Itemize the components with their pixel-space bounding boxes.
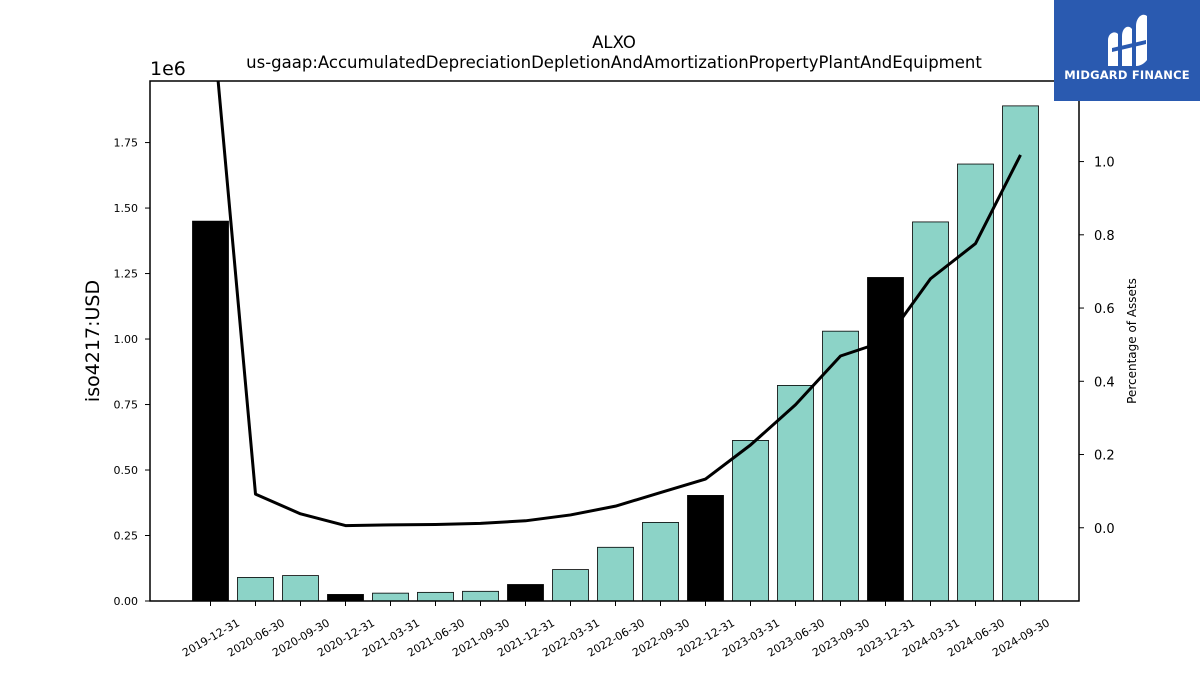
bar-2022-03-31 [552, 569, 589, 602]
logo-text: MIDGARD FINANCE [1064, 68, 1190, 82]
y-offset-label: 1e6 [150, 58, 186, 80]
bar-2023-06-30 [777, 385, 814, 602]
bar-2021-12-31 [507, 584, 544, 602]
bar-2021-06-30 [417, 591, 454, 602]
y2-tick-label: 0.8 [1094, 229, 1115, 244]
y2-tick-label: 0.2 [1094, 449, 1115, 464]
y-tick-label: 0.00 [114, 595, 139, 608]
bar-2023-09-30 [822, 330, 859, 602]
chart-subtitle: us-gaap:AccumulatedDepreciationDepletion… [246, 53, 982, 72]
y-tick-label: 1.50 [114, 202, 139, 215]
midgard-logo-icon [1108, 14, 1147, 66]
bar-2020-12-31 [327, 594, 364, 602]
bars-group [192, 105, 1039, 602]
y-ticks-group: 0.00 0.25 0.50 0.75 1.00 1.25 1.50 1.75 [114, 137, 150, 608]
bar-2022-06-30 [597, 546, 634, 602]
y2-tick-label: 0.0 [1094, 522, 1115, 537]
y2-ticks-group: 0.0 0.2 0.4 0.6 0.8 1.0 [1079, 156, 1115, 537]
bar-2024-06-30 [957, 163, 994, 602]
bar-2023-03-31 [732, 440, 769, 602]
line-group [216, 81, 1022, 528]
bar-2020-06-30 [237, 577, 274, 602]
y-axis-label: iso4217:USD [82, 280, 104, 402]
bar-2022-12-31 [687, 495, 724, 602]
plot-frame [149, 80, 1080, 602]
bar-2022-09-30 [642, 522, 679, 602]
logo: MIDGARD FINANCE [1054, 0, 1200, 101]
bar-2021-03-31 [372, 592, 409, 602]
bar-2019-12-31 [192, 220, 229, 602]
y2-tick-label: 0.4 [1094, 375, 1115, 390]
chart-title: ALXO [592, 33, 636, 52]
y-tick-label: 1.75 [114, 137, 139, 150]
y-tick-label: 0.25 [114, 530, 139, 543]
bar-2020-09-30 [282, 575, 319, 602]
bar-2021-09-30 [462, 590, 499, 602]
x-ticks-group: 2019-12-312020-06-302020-09-302020-12-31… [180, 601, 1052, 660]
y2-axis-label: Percentage of Assets [1125, 278, 1139, 404]
y2-tick-label: 1.0 [1094, 156, 1115, 171]
bar-2024-09-30 [1002, 105, 1039, 602]
y-tick-label: 0.75 [114, 399, 139, 412]
y-tick-label: 1.25 [114, 268, 139, 281]
y-tick-label: 1.00 [114, 333, 139, 346]
y2-tick-label: 0.6 [1094, 302, 1115, 317]
bar-2023-12-31 [867, 277, 904, 602]
y-tick-label: 0.50 [114, 464, 139, 477]
bar-2024-03-31 [912, 221, 949, 602]
